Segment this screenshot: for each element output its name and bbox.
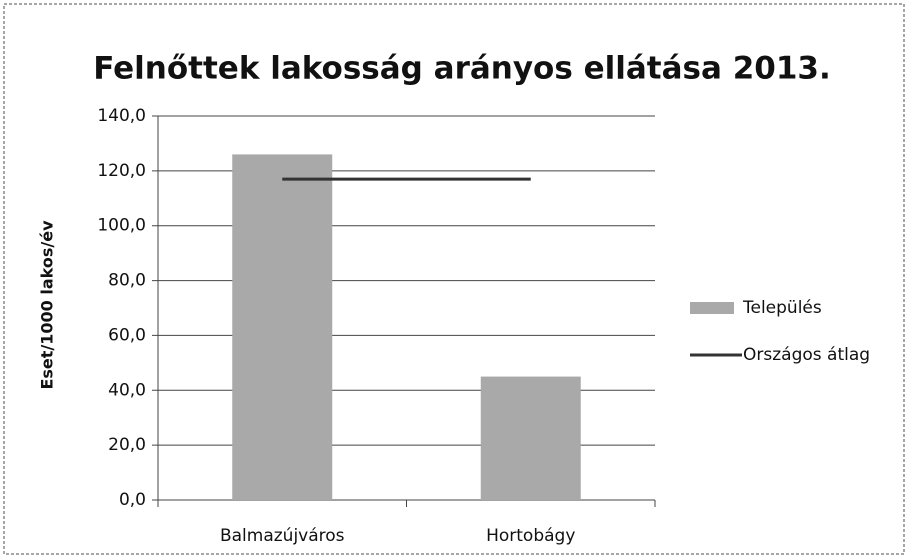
y-tick-label: 20,0 (108, 435, 146, 455)
x-tick-label: Hortobágy (486, 526, 575, 546)
y-axis-label: Eset/1000 lakos/év (38, 220, 57, 390)
y-tick-label: 80,0 (108, 271, 146, 291)
legend-label: Országos átlag (743, 345, 870, 365)
y-tick-label: 60,0 (108, 325, 146, 345)
legend-swatch (690, 302, 734, 314)
chart-title: Felnőttek lakosság arányos ellátása 2013… (93, 51, 831, 87)
bar (232, 154, 333, 500)
legend-label: Település (742, 298, 822, 318)
y-tick-label: 40,0 (108, 380, 146, 400)
y-tick-label: 140,0 (97, 106, 146, 126)
bar (480, 376, 581, 500)
y-tick-label: 120,0 (97, 161, 146, 181)
x-tick-label: Balmazújváros (220, 526, 345, 546)
y-tick-label: 0,0 (119, 490, 146, 510)
y-tick-label: 100,0 (97, 216, 146, 236)
chart-border (3, 3, 905, 555)
